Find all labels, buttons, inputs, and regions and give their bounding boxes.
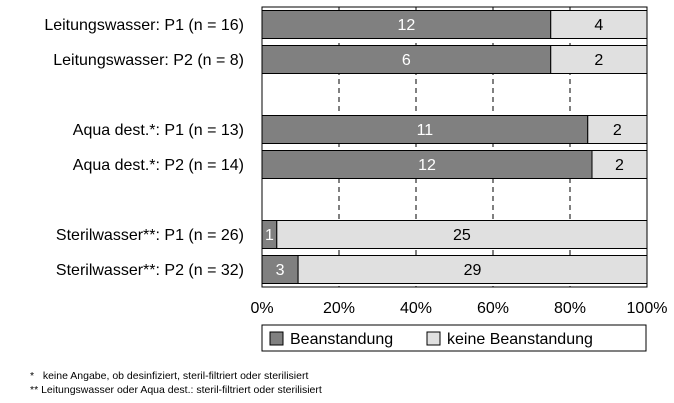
bar-segment-keine-beanstandung xyxy=(550,45,648,74)
bar-value-label: 12 xyxy=(397,17,415,34)
bar-value-label: 3 xyxy=(276,262,285,279)
x-tick-label: 0% xyxy=(250,300,273,317)
x-tick-label: 100% xyxy=(627,300,668,317)
legend-swatch xyxy=(269,331,284,346)
category-label: Aqua dest.*: P2 (n = 14) xyxy=(73,157,244,174)
bar-segment-beanstandung xyxy=(261,255,299,284)
bar-value-label: 2 xyxy=(594,52,603,69)
bar-value-label: 29 xyxy=(464,262,482,279)
category-label: Sterilwasser**: P2 (n = 32) xyxy=(56,262,244,279)
category-label: Leitungswasser: P2 (n = 8) xyxy=(53,52,244,69)
x-tick-label: 20% xyxy=(323,300,355,317)
legend-label: keine Beanstandung xyxy=(447,331,593,348)
bar-value-label: 6 xyxy=(402,52,411,69)
bar-value-label: 2 xyxy=(615,157,624,174)
bar-value-label: 2 xyxy=(613,122,622,139)
bar-value-label: 1 xyxy=(265,227,274,244)
bar-segment-keine-beanstandung xyxy=(587,115,648,144)
category-label: Aqua dest.*: P1 (n = 13) xyxy=(73,122,244,139)
category-label: Leitungswasser: P1 (n = 16) xyxy=(44,17,244,34)
footnote-1: * keine Angabe, ob desinfiziert, steril-… xyxy=(30,370,309,382)
bar-value-label: 4 xyxy=(594,17,603,34)
x-tick-label: 40% xyxy=(400,300,432,317)
bar-segment-keine-beanstandung xyxy=(550,10,648,39)
legend-label: Beanstandung xyxy=(290,331,393,348)
bar-value-label: 11 xyxy=(417,122,434,139)
bar-segment-beanstandung xyxy=(261,10,552,39)
footnote-2: ** Leitungswasser oder Aqua dest.: steri… xyxy=(30,384,322,396)
bar-segment-keine-beanstandung xyxy=(276,220,648,249)
x-tick-label: 60% xyxy=(477,300,509,317)
bar-value-label: 25 xyxy=(453,227,471,244)
bar-value-label: 12 xyxy=(418,157,436,174)
legend xyxy=(261,324,647,352)
plot-frame xyxy=(261,6,648,288)
bar-segment-beanstandung xyxy=(261,45,552,74)
category-label: Sterilwasser**: P1 (n = 26) xyxy=(56,227,244,244)
bar-segment-keine-beanstandung xyxy=(297,255,648,284)
legend-swatch xyxy=(426,331,441,346)
bar-segment-beanstandung xyxy=(261,150,593,179)
x-tick-label: 80% xyxy=(554,300,586,317)
